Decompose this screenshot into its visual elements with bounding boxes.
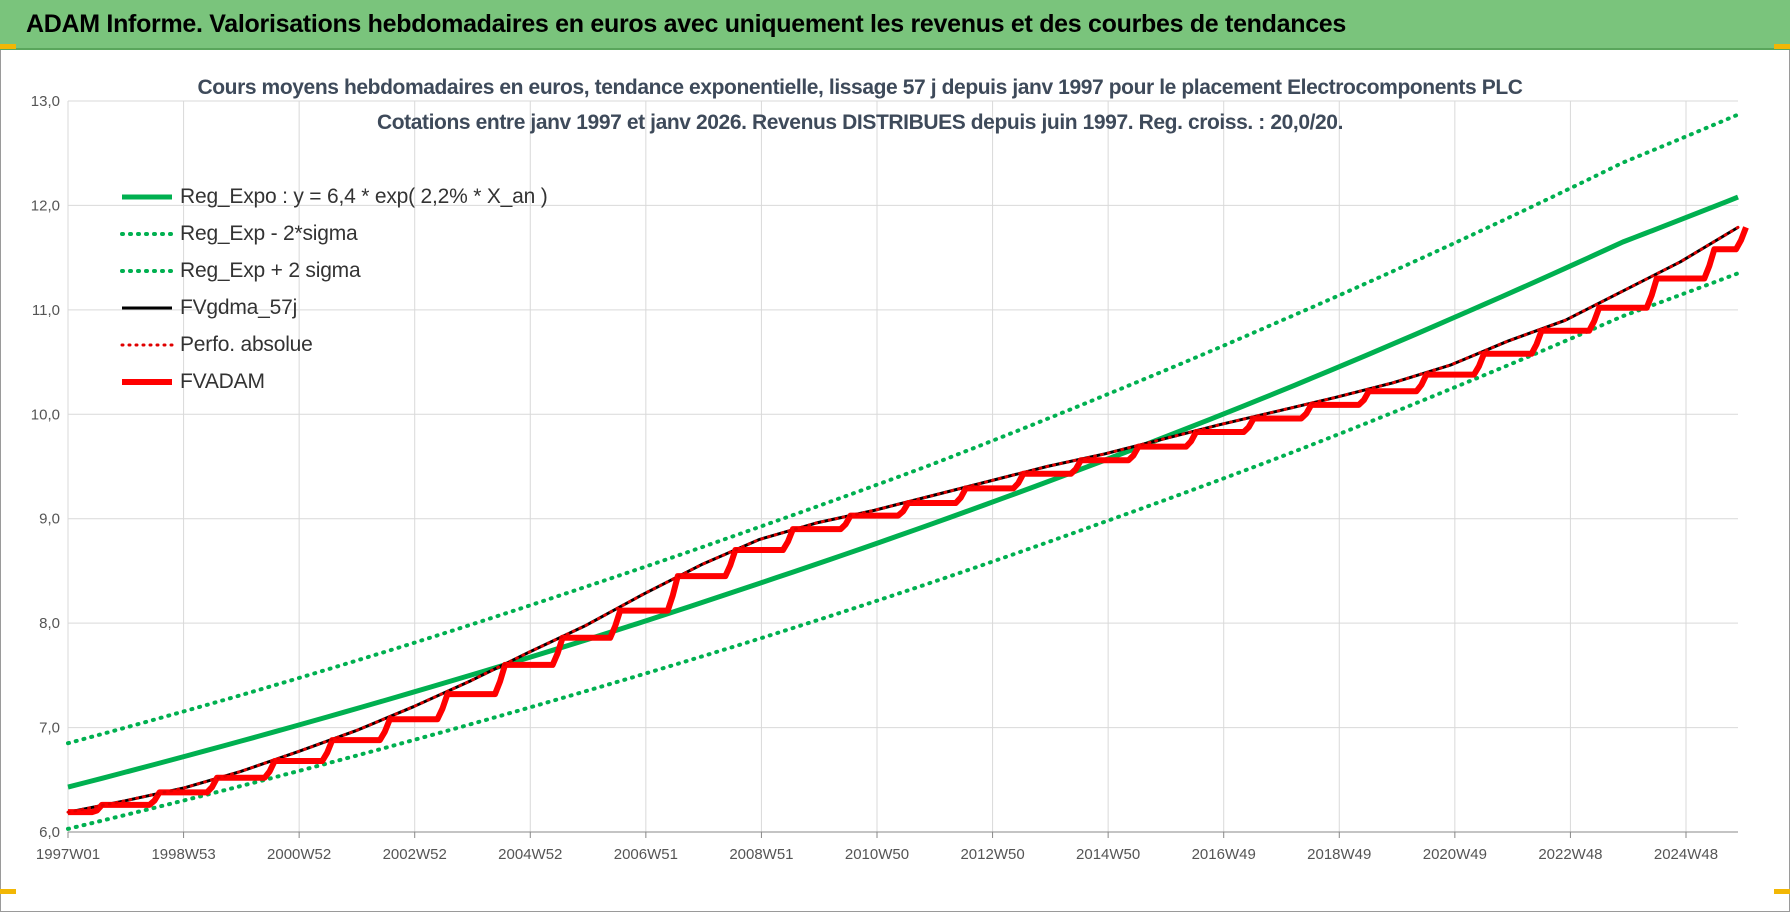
legend-item: Perfo. absolue bbox=[120, 326, 548, 363]
y-tick-label: 12,0 bbox=[31, 197, 60, 214]
chart-axes bbox=[67, 831, 1738, 838]
x-tick-label: 2024W48 bbox=[1654, 846, 1718, 863]
x-tick-label: 2004W52 bbox=[498, 846, 562, 863]
report-banner: ADAM Informe. Valorisations hebdomadaire… bbox=[0, 0, 1790, 50]
x-tick-label: 2014W50 bbox=[1076, 846, 1140, 863]
legend-label: FVADAM bbox=[180, 369, 265, 393]
legend-swatch bbox=[120, 343, 174, 346]
y-tick-label: 6,0 bbox=[39, 824, 60, 841]
corner-mark bbox=[1774, 889, 1790, 894]
chart-legend: Reg_Expo : y = 6,4 * exp( 2,2% * X_an ) R… bbox=[120, 178, 548, 400]
y-tick-label: 8,0 bbox=[39, 615, 60, 632]
legend-label: FVgdma_57j bbox=[180, 295, 298, 319]
y-tick-label: 11,0 bbox=[32, 302, 60, 319]
x-tick-label: 2006W51 bbox=[614, 846, 678, 863]
x-tick-label: 2000W52 bbox=[267, 846, 331, 863]
x-tick-label: 2012W50 bbox=[960, 846, 1024, 863]
y-tick-label: 7,0 bbox=[39, 720, 60, 737]
legend-item: Reg_Expo : y = 6,4 * exp( 2,2% * X_an ) bbox=[120, 178, 548, 215]
y-tick-label: 13,0 bbox=[31, 93, 60, 110]
legend-label: Perfo. absolue bbox=[180, 332, 313, 356]
corner-mark bbox=[0, 889, 16, 894]
chart-subtitle: Cotations entre janv 1997 et janv 2026. … bbox=[376, 111, 1344, 134]
legend-item: Reg_Exp - 2*sigma bbox=[120, 215, 548, 252]
x-tick-label: 1997W01 bbox=[36, 846, 100, 863]
legend-item: Reg_Exp + 2 sigma bbox=[120, 252, 548, 289]
x-tick-label: 2018W49 bbox=[1307, 846, 1371, 863]
series-line-4 bbox=[66, 225, 1740, 814]
x-tick-label: 1998W53 bbox=[151, 846, 215, 863]
chart-series bbox=[66, 112, 1749, 831]
corner-mark bbox=[0, 44, 16, 49]
x-tick-label: 2008W51 bbox=[729, 846, 793, 863]
x-tick-label: 2022W48 bbox=[1538, 846, 1602, 863]
y-axis-ticks: 6,0 7,0 8,0 9,0 10,0 11,0 12,0 13,0 bbox=[31, 93, 60, 841]
legend-swatch bbox=[122, 306, 172, 309]
legend-label: Reg_Expo : y = 6,4 * exp( 2,2% * X_an ) bbox=[180, 184, 548, 208]
y-tick-label: 9,0 bbox=[39, 511, 60, 528]
x-tick-label: 2002W52 bbox=[383, 846, 447, 863]
legend-item: FVADAM bbox=[120, 363, 548, 400]
x-tick-label: 2010W50 bbox=[845, 846, 909, 863]
chart-grid bbox=[67, 100, 1738, 833]
report-title: ADAM Informe. Valorisations hebdomadaire… bbox=[26, 10, 1347, 38]
legend-swatch bbox=[122, 378, 172, 385]
x-axis-ticks: 1997W01 1998W53 2000W52 2002W52 2004W52 2006W… bbox=[36, 846, 1718, 863]
legend-swatch bbox=[122, 194, 172, 199]
legend-swatch bbox=[120, 268, 174, 273]
x-tick-label: 2016W49 bbox=[1192, 846, 1256, 863]
corner-mark bbox=[1774, 44, 1790, 49]
legend-label: Reg_Exp + 2 sigma bbox=[180, 258, 361, 282]
series-line-1 bbox=[66, 271, 1740, 831]
chart-title: Cours moyens hebdomadaires en euros, ten… bbox=[197, 76, 1523, 99]
legend-item: FVgdma_57j bbox=[120, 289, 548, 326]
y-tick-label: 10,0 bbox=[31, 406, 60, 423]
series-line-2 bbox=[66, 112, 1740, 746]
legend-swatch bbox=[120, 231, 174, 236]
series-line-0 bbox=[67, 194, 1739, 790]
legend-label: Reg_Exp - 2*sigma bbox=[180, 221, 358, 245]
x-tick-label: 2020W49 bbox=[1423, 846, 1487, 863]
